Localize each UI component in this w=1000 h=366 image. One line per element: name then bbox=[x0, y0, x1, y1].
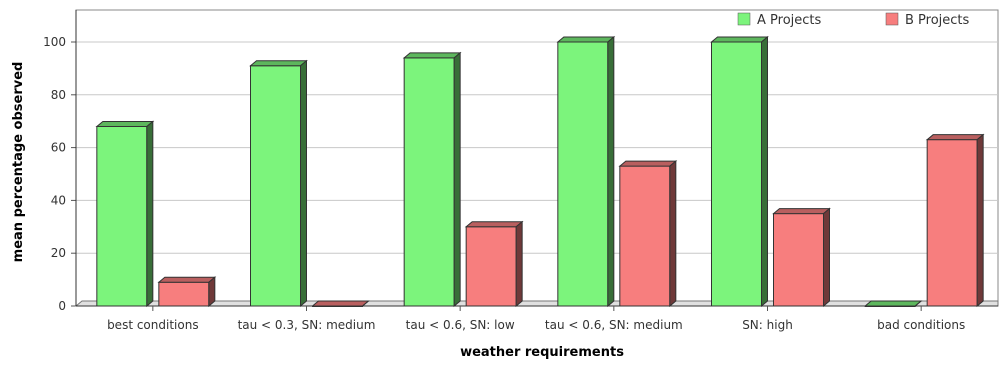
y-axis-title: mean percentage observed bbox=[11, 62, 26, 263]
legend-label: A Projects bbox=[757, 13, 822, 28]
bar-side bbox=[669, 160, 677, 308]
x-tick-label: best conditions bbox=[107, 318, 199, 332]
bar-top bbox=[95, 120, 155, 127]
bar-top bbox=[710, 36, 769, 43]
bar-side bbox=[761, 35, 768, 308]
x-tick-label: bad conditions bbox=[877, 318, 965, 332]
bar-side bbox=[976, 133, 984, 308]
bar-b-1 bbox=[311, 300, 370, 307]
y-tick-label: 20 bbox=[51, 246, 66, 260]
bar-a-0 bbox=[95, 120, 155, 308]
legend: A Projects B Projects bbox=[737, 12, 970, 28]
plot-area bbox=[75, 9, 999, 307]
legend-label: B Projects bbox=[905, 13, 970, 28]
bar-a-1 bbox=[249, 59, 308, 308]
bar-top bbox=[402, 52, 462, 59]
bar-top bbox=[925, 134, 985, 141]
x-tick-label: tau < 0.6, SN: medium bbox=[545, 318, 683, 332]
bar-layer bbox=[95, 35, 985, 308]
bar-front bbox=[465, 226, 517, 307]
grid-layer bbox=[75, 9, 999, 307]
bar-a-3 bbox=[556, 35, 616, 308]
bar-a-4 bbox=[710, 35, 769, 308]
legend-swatch bbox=[737, 12, 751, 26]
y-tick-label: 60 bbox=[51, 141, 66, 155]
bar-side bbox=[146, 120, 154, 308]
bar-side bbox=[823, 207, 830, 308]
bar-a-2 bbox=[402, 51, 462, 308]
y-tick-label: 40 bbox=[51, 193, 66, 207]
bar-b-2 bbox=[464, 220, 524, 308]
bar-side bbox=[607, 35, 615, 308]
bar-b-5 bbox=[925, 133, 985, 308]
bar-b-4 bbox=[772, 207, 831, 308]
bar-top bbox=[863, 300, 923, 307]
y-tick-label: 80 bbox=[51, 88, 66, 102]
x-axis-title: weather requirements bbox=[460, 345, 624, 360]
x-tick-label: SN: high bbox=[742, 318, 793, 332]
bar-side bbox=[208, 276, 216, 308]
bar-side bbox=[515, 220, 523, 308]
bar-side bbox=[362, 300, 369, 307]
bar-front bbox=[250, 65, 301, 307]
x-tick-label: tau < 0.3, SN: medium bbox=[238, 318, 376, 332]
bar-front bbox=[403, 57, 455, 307]
legend-swatch bbox=[885, 12, 899, 26]
bar-top bbox=[556, 36, 616, 43]
label-layer: 0 20 40 60 80 100 best conditions tau < 0.3, SN… bbox=[43, 35, 965, 332]
bar-top bbox=[157, 276, 217, 283]
bar-side bbox=[453, 51, 461, 308]
bar-front bbox=[557, 41, 609, 307]
bar-top bbox=[311, 300, 370, 307]
axis-layer bbox=[71, 10, 999, 311]
bar-b-0 bbox=[157, 276, 217, 308]
bar-front bbox=[96, 125, 148, 307]
bar-b-3 bbox=[618, 160, 678, 308]
y-tick-label: 0 bbox=[58, 299, 66, 313]
bar-top bbox=[249, 60, 308, 67]
bar-top bbox=[464, 221, 524, 228]
bar-top bbox=[772, 208, 831, 215]
bar-front bbox=[926, 139, 978, 307]
bar-front bbox=[158, 281, 210, 307]
bar-front bbox=[773, 213, 824, 307]
bar-front bbox=[711, 41, 762, 307]
bar-side bbox=[914, 300, 922, 307]
bar-side bbox=[300, 59, 307, 308]
x-tick-label: tau < 0.6, SN: low bbox=[406, 318, 515, 332]
bar-a-5 bbox=[863, 300, 923, 307]
bar-top bbox=[618, 160, 678, 167]
bar-front bbox=[619, 165, 671, 307]
y-tick-label: 100 bbox=[43, 35, 66, 49]
